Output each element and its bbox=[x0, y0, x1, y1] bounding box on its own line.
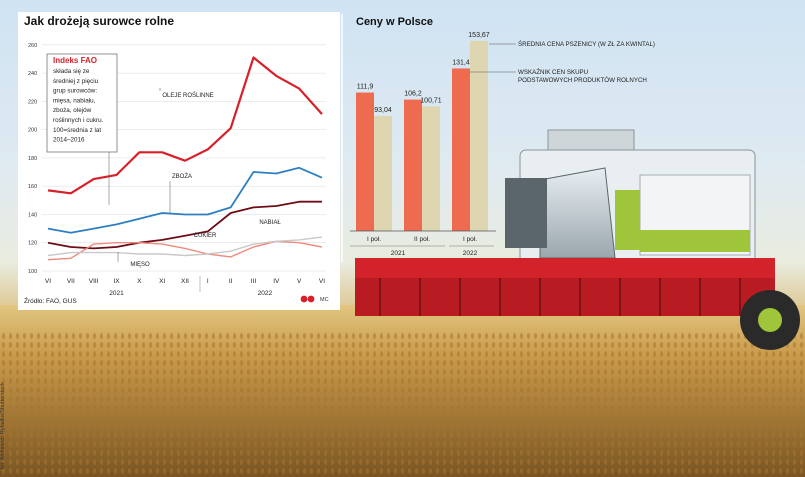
x-tick-label: VI bbox=[319, 278, 325, 285]
x-tick-label: X bbox=[137, 278, 142, 285]
left-chart-lines bbox=[47, 56, 323, 261]
bar-index bbox=[452, 68, 470, 231]
left-chart-yticks: 100 120 140 160 180 200 220 240 260 bbox=[28, 43, 37, 275]
x-tick-label: II poł. bbox=[414, 236, 430, 243]
logo-text: MC bbox=[320, 297, 329, 303]
info-box-heading: Indeks FAO bbox=[53, 56, 97, 65]
series-label-oleje: OLEJE ROŚLINNE bbox=[162, 91, 213, 99]
bar-value-label: 93,04 bbox=[374, 107, 392, 114]
info-box-line: 100=średnia z lat bbox=[53, 127, 101, 134]
bar-value-label: 111,9 bbox=[357, 84, 374, 91]
series-line-mieso bbox=[47, 236, 323, 257]
info-box-text: składa się ze średniej z pięciu grup surow… bbox=[53, 68, 104, 144]
series-line-nabial bbox=[47, 200, 322, 250]
bar-wheat bbox=[374, 115, 392, 231]
source-note: Źródło: FAO, GUS bbox=[24, 296, 77, 305]
right-chart-axis: I poł. II poł. I poł. 2021 2022 bbox=[350, 230, 496, 257]
left-chart-title: Jak drożeją surowce rolne bbox=[24, 14, 174, 28]
bar-value-label: 153,67 bbox=[468, 32, 490, 39]
left-chart-xticks: VI VII VIII IX X XI XII I II III IV V VI bbox=[45, 278, 325, 285]
year-label: 2022 bbox=[463, 250, 478, 257]
x-tick-label: IV bbox=[273, 278, 280, 285]
bar-value-label: 131,4 bbox=[452, 59, 470, 66]
bar-index bbox=[356, 92, 374, 231]
x-tick-label: I poł. bbox=[367, 236, 381, 243]
info-box-line: mięsa, nabiału, bbox=[53, 97, 96, 104]
left-chart-years: 2021 2022 bbox=[109, 276, 273, 297]
photo-credit: fot. Aleksandr Rybalko/Shutterstock bbox=[0, 382, 6, 469]
wheat-texture bbox=[0, 330, 805, 477]
info-box bbox=[46, 53, 118, 153]
left-chart-series-labels: OLEJE ROŚLINNE ZBOŻA NABIAŁ CUKIER MIĘSO bbox=[108, 88, 281, 268]
info-box-line: roślinnych i cukru. bbox=[53, 117, 104, 124]
bar-index bbox=[404, 99, 422, 231]
bar-value-label: 106,2 bbox=[404, 91, 422, 98]
series-label-mieso: MIĘSO bbox=[130, 262, 150, 268]
right-chart-bars bbox=[356, 40, 488, 231]
y-tick-label: 100 bbox=[28, 269, 37, 275]
info-box-line: 2014–2016 bbox=[53, 137, 85, 144]
y-tick-label: 140 bbox=[28, 212, 37, 218]
x-tick-label: I bbox=[207, 278, 209, 285]
year-label: 2022 bbox=[258, 290, 273, 297]
x-tick-label: VIII bbox=[89, 278, 99, 285]
series-label-zboza: ZBOŻA bbox=[172, 173, 192, 180]
series-label-nabial: NABIAŁ bbox=[259, 220, 281, 226]
info-box-line: składa się ze bbox=[53, 68, 90, 75]
series-line-zboza bbox=[47, 166, 323, 234]
publisher-logo-icon-2 bbox=[307, 295, 315, 303]
y-tick-label: 240 bbox=[28, 71, 37, 77]
legend-index: WSKAŹNIK CEN SKUPU PODSTAWOWYCH PRODUKTÓW… bbox=[518, 69, 647, 84]
info-box-line: zboża, olejów bbox=[53, 107, 92, 114]
legend-index-line: WSKAŹNIK CEN SKUPU bbox=[518, 69, 588, 76]
right-chart-legend: ŚREDNIA CENA PSZENICY (W ZŁ ZA KWINTAL) W… bbox=[470, 40, 655, 84]
year-label: 2021 bbox=[391, 250, 406, 257]
x-tick-label: I poł. bbox=[463, 236, 477, 243]
x-tick-label: XII bbox=[181, 278, 189, 285]
info-box-line: grup surowców: bbox=[53, 88, 97, 95]
x-tick-label: II bbox=[229, 278, 233, 285]
legend-wheat: ŚREDNIA CENA PSZENICY (W ZŁ ZA KWINTAL) bbox=[518, 40, 655, 48]
x-tick-label: XI bbox=[159, 278, 165, 285]
bar-value-label: 100,71 bbox=[420, 97, 442, 104]
y-tick-label: 260 bbox=[28, 43, 37, 49]
x-tick-label: IX bbox=[113, 278, 120, 285]
series-label-cukier: CUKIER bbox=[194, 233, 217, 239]
series-line-oleje bbox=[47, 56, 323, 195]
y-tick-label: 160 bbox=[28, 184, 37, 190]
x-tick-label: V bbox=[297, 278, 302, 285]
info-box-line: średniej z pięciu bbox=[53, 78, 99, 85]
x-tick-label: III bbox=[251, 278, 257, 285]
bar-wheat bbox=[470, 40, 488, 231]
x-tick-label: VII bbox=[67, 278, 75, 285]
publisher-logo-icon bbox=[300, 295, 308, 303]
year-label: 2021 bbox=[109, 290, 124, 297]
right-chart-title: Ceny w Polsce bbox=[356, 16, 433, 28]
x-tick-label: VI bbox=[45, 278, 51, 285]
y-tick-label: 120 bbox=[28, 241, 37, 247]
y-tick-label: 180 bbox=[28, 156, 37, 162]
bar-wheat bbox=[422, 106, 440, 231]
y-tick-label: 220 bbox=[28, 99, 37, 105]
y-tick-label: 200 bbox=[28, 128, 37, 134]
combine-harvester bbox=[355, 129, 800, 350]
legend-index-line: PODSTAWOWYCH PRODUKTÓW ROLNYCH bbox=[518, 77, 647, 84]
